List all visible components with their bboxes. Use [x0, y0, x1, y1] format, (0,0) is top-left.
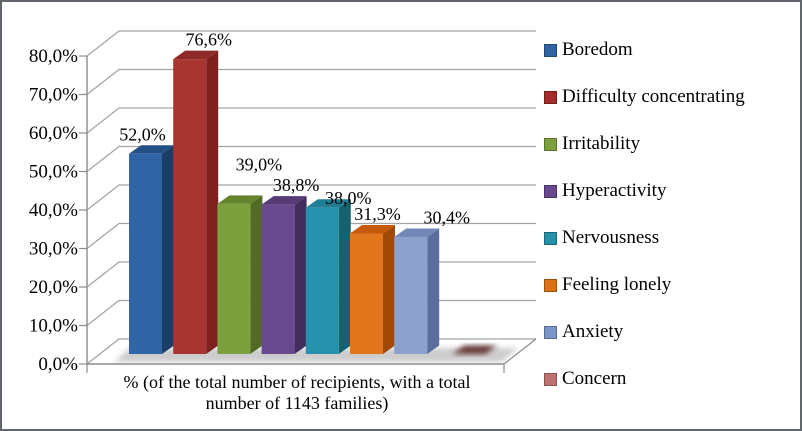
legend-swatch-icon — [544, 137, 557, 151]
legend-label: Hyperactivity — [562, 180, 667, 201]
bar-anxiety — [394, 228, 440, 354]
data-label: 30,4% — [423, 207, 470, 227]
gridline — [86, 145, 536, 172]
bar-flat-face — [452, 345, 498, 354]
bar-front-face — [350, 233, 383, 354]
gridline — [86, 184, 536, 211]
data-label: 52,0% — [119, 124, 166, 144]
y-tick-label: 40,0% — [29, 200, 78, 221]
bar-front-face — [394, 236, 428, 354]
y-tick-label: 80,0% — [29, 46, 78, 67]
bar-side-face — [250, 195, 263, 354]
bar-front-face — [305, 207, 339, 354]
bar-top-face — [305, 199, 351, 208]
y-tick-label: 0,0% — [38, 354, 78, 375]
legend-label: Difficulty concentrating — [562, 86, 745, 107]
legend-label: Feeling lonely — [562, 274, 672, 295]
data-label: 31,3% — [354, 204, 401, 224]
legend-swatch-icon — [544, 43, 557, 57]
legend-item-nervousness: Nervousness — [544, 227, 745, 249]
legend-swatch-icon — [544, 184, 557, 198]
gridline — [86, 68, 536, 95]
legend-item-feeling-lonely: Feeling lonely — [544, 274, 745, 296]
legend-label: Concern — [562, 368, 627, 389]
bar-side-face — [162, 145, 174, 354]
gridline — [86, 30, 536, 57]
bar-front-face — [173, 59, 207, 355]
x-axis-title: % (of the total number of recipients, wi… — [123, 372, 471, 414]
bar-irritability — [217, 195, 263, 354]
data-label: 39,0% — [236, 154, 283, 174]
legend-item-anxiety: Anxiety — [544, 321, 745, 343]
bar-hyperactivity — [261, 196, 307, 354]
legend-swatch-icon — [544, 231, 557, 245]
data-label: 76,6% — [185, 30, 232, 50]
bar-front-face — [129, 153, 162, 354]
legend-swatch-icon — [544, 278, 557, 292]
bar-front-face — [217, 203, 251, 354]
data-label: 38,8% — [273, 175, 320, 195]
legend-label: Nervousness — [562, 227, 660, 248]
bar-side-face — [294, 196, 307, 354]
y-tick-label: 70,0% — [29, 85, 78, 106]
bar-difficulty-concentrating — [173, 50, 219, 355]
data-label: 38,0% — [325, 188, 372, 208]
bar-top-face — [217, 195, 263, 204]
y-tick-label: 50,0% — [29, 162, 78, 183]
floor-right-edge — [503, 338, 537, 365]
bar-top-face — [394, 228, 440, 237]
chart-legend: Boredom Difficulty concentrating Irritabil… — [544, 39, 745, 415]
bar-boredom — [129, 145, 174, 354]
y-tick-label: 10,0% — [29, 316, 78, 337]
gridline — [86, 107, 536, 134]
gridline — [86, 222, 536, 249]
bar-nervousness — [305, 199, 351, 354]
legend-item-irritability: Irritability — [544, 133, 745, 155]
legend-swatch-icon — [544, 325, 557, 339]
legend-swatch-icon — [544, 90, 557, 104]
bar-side-face — [383, 224, 395, 354]
bar-front-face — [261, 204, 295, 354]
y-tick-label: 30,0% — [29, 239, 78, 260]
bar-top-face — [173, 50, 219, 60]
legend-item-concern: Concern — [544, 368, 745, 390]
bar-top-face — [129, 145, 174, 154]
legend-label: Irritability — [562, 133, 641, 154]
y-tick-label: 20,0% — [29, 277, 78, 298]
bar-concern — [452, 345, 498, 354]
bar-side-face — [206, 50, 219, 355]
legend-item-hyperactivity: Hyperactivity — [544, 180, 745, 202]
bar-side-face — [427, 228, 440, 354]
bar-top-face — [261, 196, 307, 205]
bar-feeling-lonely — [350, 224, 395, 354]
bar-side-face — [338, 199, 351, 354]
legend-label: Boredom — [562, 39, 633, 60]
y-tick-label: 60,0% — [29, 123, 78, 144]
legend-item-boredom: Boredom — [544, 39, 745, 61]
bar-top-face — [350, 224, 395, 234]
legend-item-difficulty-concentrating: Difficulty concentrating — [544, 86, 745, 108]
legend-label: Anxiety — [562, 321, 624, 342]
legend-swatch-icon — [544, 372, 557, 386]
